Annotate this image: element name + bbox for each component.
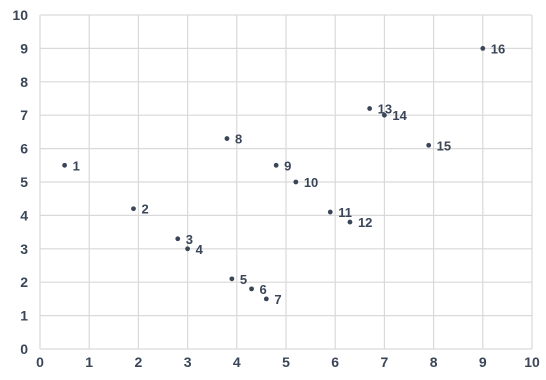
point-label: 10	[304, 175, 318, 190]
point-label: 13	[378, 102, 392, 117]
point-label: 5	[240, 272, 247, 287]
x-tick-label: 1	[85, 354, 93, 370]
data-point	[62, 162, 67, 168]
x-tick-label: 4	[233, 354, 241, 370]
y-tick-label: 5	[20, 174, 28, 190]
x-tick-label: 7	[381, 354, 389, 370]
y-tick-label: 3	[20, 241, 28, 257]
data-point	[229, 276, 235, 282]
y-tick-label: 2	[20, 274, 28, 290]
x-tick-label: 3	[184, 354, 192, 370]
y-tick-label: 6	[20, 141, 28, 157]
x-tick-label: 0	[36, 354, 44, 370]
x-tick-label: 5	[282, 354, 290, 370]
y-tick-label: 10	[12, 7, 28, 23]
data-point	[224, 136, 230, 141]
x-tick-label: 8	[430, 354, 438, 370]
data-point	[347, 219, 353, 225]
y-tick-label: 8	[20, 74, 28, 90]
point-label: 9	[284, 158, 291, 173]
data-point	[382, 112, 387, 118]
point-label: 6	[260, 282, 267, 297]
data-points	[62, 46, 486, 302]
x-tick-label: 10	[524, 354, 540, 370]
x-tick-label: 9	[479, 354, 487, 370]
point-label: 14	[392, 108, 407, 123]
point-label: 16	[491, 41, 505, 56]
point-label: 2	[141, 202, 148, 217]
point-label: 12	[358, 215, 372, 230]
data-point	[263, 296, 269, 302]
data-point	[175, 236, 181, 242]
point-label: 8	[235, 132, 242, 147]
data-point	[249, 286, 254, 292]
data-point	[426, 142, 432, 148]
point-label: 7	[274, 292, 281, 307]
x-tick-label: 2	[135, 354, 143, 370]
y-tick-label: 7	[20, 107, 28, 123]
data-point	[293, 179, 299, 185]
point-label: 3	[186, 232, 193, 247]
data-point	[327, 209, 333, 215]
data-point	[367, 106, 373, 111]
point-label: 15	[437, 138, 451, 153]
x-tick-label: 6	[331, 354, 339, 370]
point-label: 11	[338, 205, 352, 220]
grid	[39, 14, 533, 350]
point-label: 4	[196, 242, 204, 257]
y-tick-label: 0	[20, 341, 28, 357]
y-tick-label: 1	[20, 308, 28, 324]
data-point	[273, 162, 279, 168]
y-tick-label: 9	[20, 40, 28, 56]
data-point	[131, 206, 136, 212]
data-point	[480, 46, 486, 51]
y-tick-label: 4	[20, 207, 28, 223]
point-label: 1	[73, 158, 80, 173]
data-point	[185, 246, 191, 252]
